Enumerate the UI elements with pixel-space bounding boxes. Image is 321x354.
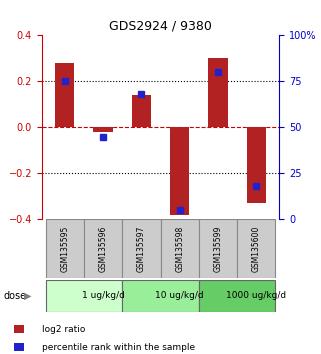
Bar	[132, 95, 151, 127]
Bar	[84, 219, 122, 278]
Bar	[46, 219, 84, 278]
Bar	[160, 219, 199, 278]
Text: ▶: ▶	[23, 291, 31, 301]
Bar	[199, 280, 275, 312]
Text: GSM135598: GSM135598	[175, 225, 184, 272]
Bar	[93, 127, 113, 132]
Text: GSM135596: GSM135596	[99, 225, 108, 272]
Text: 1000 ug/kg/d: 1000 ug/kg/d	[226, 291, 286, 300]
Text: GSM135597: GSM135597	[137, 225, 146, 272]
Text: percentile rank within the sample: percentile rank within the sample	[42, 343, 195, 352]
Text: GSM135599: GSM135599	[213, 225, 222, 272]
Text: 1 ug/kg/d: 1 ug/kg/d	[82, 291, 125, 300]
Text: 10 ug/kg/d: 10 ug/kg/d	[155, 291, 204, 300]
Bar	[46, 280, 122, 312]
Title: GDS2924 / 9380: GDS2924 / 9380	[109, 20, 212, 33]
Text: GSM135595: GSM135595	[60, 225, 69, 272]
Bar	[55, 63, 74, 127]
Text: log2 ratio: log2 ratio	[42, 325, 85, 334]
Bar	[208, 58, 228, 127]
Bar	[122, 280, 199, 312]
Bar	[122, 219, 160, 278]
Bar	[14, 325, 24, 333]
Bar	[170, 127, 189, 215]
Bar	[14, 343, 24, 351]
Bar	[199, 219, 237, 278]
Text: dose: dose	[3, 291, 26, 301]
Bar	[247, 127, 266, 203]
Text: GSM135600: GSM135600	[252, 225, 261, 272]
Bar	[237, 219, 275, 278]
